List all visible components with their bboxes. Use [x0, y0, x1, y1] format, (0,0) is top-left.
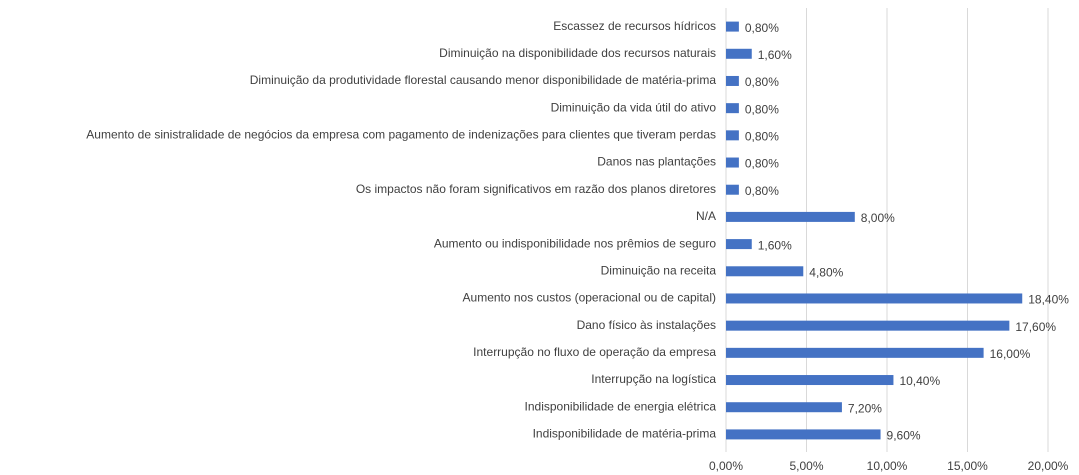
- bar: [726, 320, 1010, 331]
- value-label: 0,80%: [745, 130, 779, 144]
- category-label: Diminuição na disponibilidade dos recurs…: [439, 46, 716, 60]
- value-label: 8,00%: [861, 211, 895, 225]
- bar: [726, 402, 842, 413]
- category-label: Dano físico às instalações: [577, 318, 716, 332]
- bar: [726, 347, 984, 358]
- bar: [726, 103, 739, 114]
- category-label: Aumento de sinistralidade de negócios da…: [86, 128, 716, 142]
- value-label: 4,80%: [809, 265, 843, 279]
- value-label: 9,60%: [887, 429, 921, 443]
- bar: [726, 375, 894, 386]
- value-label: 10,40%: [899, 374, 940, 388]
- value-label: 1,60%: [758, 238, 792, 252]
- category-label: Indisponibilidade de energia elétrica: [525, 399, 717, 413]
- value-label: 0,80%: [745, 157, 779, 171]
- category-label: Diminuição na receita: [601, 263, 717, 277]
- x-tick-label: 15,00%: [947, 459, 988, 473]
- value-label: 0,80%: [745, 75, 779, 89]
- category-label: Os impactos não foram significativos em …: [356, 182, 716, 196]
- value-label: 1,60%: [758, 48, 792, 62]
- value-label: 17,60%: [1015, 320, 1056, 334]
- bar: [726, 21, 739, 32]
- value-label: 18,40%: [1028, 293, 1069, 307]
- category-label: Danos nas plantações: [597, 155, 716, 169]
- bar: [726, 48, 752, 59]
- category-label: Diminuição da vida útil do ativo: [551, 100, 717, 114]
- value-label: 0,80%: [745, 102, 779, 116]
- value-label: 0,80%: [745, 184, 779, 198]
- category-label: Diminuição da produtividade florestal ca…: [250, 73, 717, 87]
- value-label: 0,80%: [745, 21, 779, 35]
- bar: [726, 429, 881, 440]
- bar: [726, 130, 739, 141]
- x-tick-label: 10,00%: [867, 459, 908, 473]
- bar: [726, 211, 855, 222]
- bar: [726, 184, 739, 195]
- x-tick-label: 5,00%: [789, 459, 823, 473]
- category-label: Interrupção no fluxo de operação da empr…: [473, 345, 716, 359]
- category-label: Escassez de recursos hídricos: [553, 19, 716, 33]
- x-tick-label: 0,00%: [709, 459, 743, 473]
- category-label: Aumento nos custos (operacional ou de ca…: [463, 291, 716, 305]
- bar: [726, 75, 739, 86]
- category-label: N/A: [696, 209, 716, 223]
- category-label: Indisponibilidade de matéria-prima: [533, 427, 717, 441]
- bar: [726, 293, 1023, 304]
- value-label: 16,00%: [990, 347, 1031, 361]
- bar: [726, 239, 752, 250]
- category-label: Aumento ou indisponibilidade nos prêmios…: [434, 236, 717, 250]
- value-label: 7,20%: [848, 401, 882, 415]
- category-label: Interrupção na logística: [591, 372, 716, 386]
- bar: [726, 157, 739, 168]
- x-tick-label: 20,00%: [1028, 459, 1069, 473]
- bar: [726, 266, 804, 277]
